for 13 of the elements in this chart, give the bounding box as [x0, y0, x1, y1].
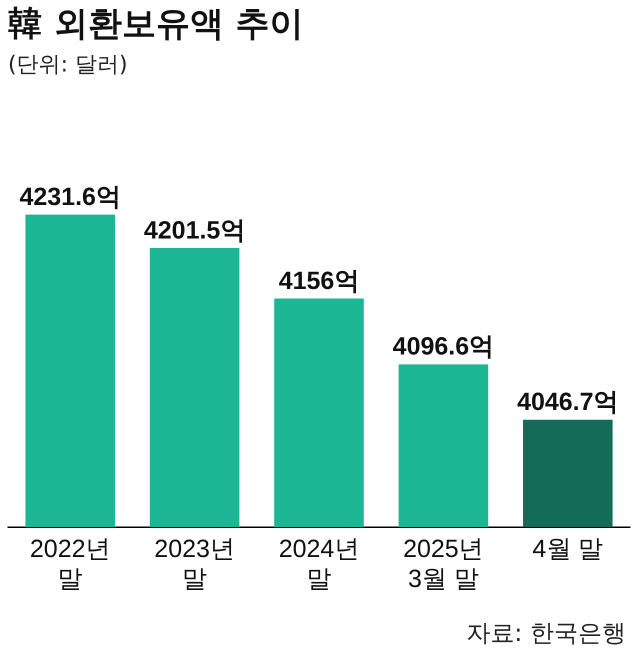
data-label: 4201.5억	[144, 216, 246, 244]
chart-subtitle: (단위: 달러)	[8, 52, 128, 78]
x-tick-label: 2022년 말	[30, 534, 111, 593]
x-tick-label: 2024년 말	[278, 534, 360, 593]
x-tick-label: 2025년 3월 말	[403, 534, 484, 593]
annotation: 자료: 한국은행	[466, 618, 626, 649]
x-tick-label: 2023년 말	[154, 534, 235, 593]
data-label: 4231.6억	[19, 182, 121, 211]
chart-title: 韓 외환보유액 추이	[8, 4, 304, 44]
data-label: 4156억	[278, 266, 360, 295]
data-label: 4046.7억	[517, 388, 619, 416]
data-label: 4096.6억	[392, 332, 494, 361]
x-tick-label: 4월 말	[532, 534, 604, 563]
